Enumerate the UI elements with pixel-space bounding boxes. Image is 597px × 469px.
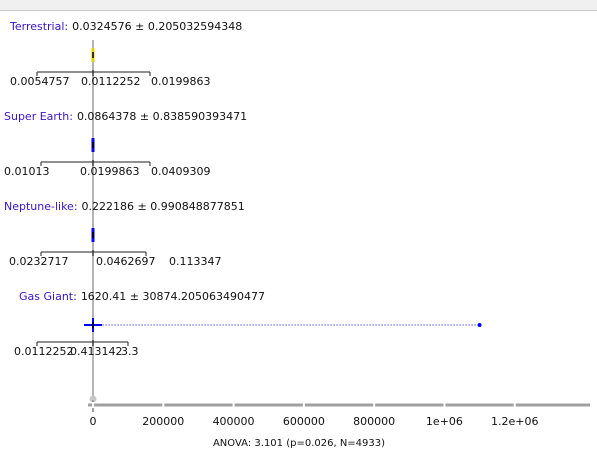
x-tick-label: 0 — [90, 415, 97, 428]
group-name: Super Earth: — [4, 110, 73, 123]
axis-origin-dot — [89, 395, 97, 403]
median-label: 0.0462697 — [96, 255, 156, 268]
anova-footer: ANOVA: 3.101 (p=0.026, N=4933) — [213, 438, 385, 449]
median-label: 0.0112252 — [81, 75, 141, 88]
x-axis: 0 200000 400000 600000 800000 1e+06 1.2e+06 — [88, 395, 590, 428]
median-label: 0.0199863 — [80, 165, 140, 178]
group-title: Neptune-like: 0.222186 ± 0.990848877851 — [4, 200, 245, 213]
group-name: Neptune-like: — [4, 200, 78, 213]
q3-label: 3.3 — [121, 345, 139, 358]
group-title: Terrestrial: 0.0324576 ± 0.205032594348 — [9, 20, 242, 33]
q3-label: 0.113347 — [169, 255, 222, 268]
groups-layer: Terrestrial: 0.0324576 ± 0.205032594348 0.… — [4, 20, 482, 400]
q1-label: 0.0232717 — [9, 255, 69, 268]
group-super-earth: Super Earth: 0.0864378 ± 0.838590393471 0.… — [4, 110, 247, 178]
group-summary: 0.0864378 ± 0.838590393471 — [77, 110, 247, 123]
group-title: Gas Giant: 1620.41 ± 30874.205063490477 — [19, 290, 265, 303]
x-tick-label: 400000 — [213, 415, 255, 428]
x-tick-label: 1.2e+06 — [491, 415, 538, 428]
q1-label: 0.01013 — [4, 165, 50, 178]
q3-label: 0.0409309 — [151, 165, 211, 178]
q3-label: 0.0199863 — [151, 75, 211, 88]
group-name: Gas Giant: — [19, 290, 77, 303]
group-terrestrial: Terrestrial: 0.0324576 ± 0.205032594348 0.… — [9, 20, 242, 88]
x-tick-label: 1e+06 — [426, 415, 463, 428]
x-tick-label: 200000 — [142, 415, 184, 428]
group-name: Terrestrial: — [9, 20, 68, 33]
group-summary: 1620.41 ± 30874.205063490477 — [81, 290, 265, 303]
group-summary: 0.222186 ± 0.990848877851 — [82, 200, 245, 213]
window-top-bar — [0, 0, 597, 11]
max-point — [477, 323, 482, 327]
group-title: Super Earth: 0.0864378 ± 0.838590393471 — [4, 110, 247, 123]
q1-label: 0.0112252 — [14, 345, 74, 358]
median-label: 0.413142 — [70, 345, 123, 358]
q1-label: 0.0054757 — [10, 75, 70, 88]
x-tick-label: 800000 — [353, 415, 395, 428]
group-neptune-like: Neptune-like: 0.222186 ± 0.990848877851 0.… — [4, 200, 245, 268]
x-tick-label: 600000 — [283, 415, 325, 428]
group-gas-giant: Gas Giant: 1620.41 ± 30874.205063490477 0.… — [14, 290, 482, 358]
group-summary: 0.0324576 ± 0.205032594348 — [72, 20, 242, 33]
